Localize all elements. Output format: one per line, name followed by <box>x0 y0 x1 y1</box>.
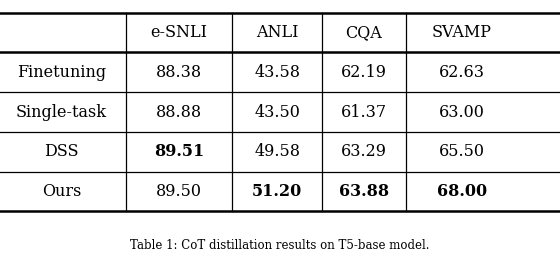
Text: Table 1: CoT distillation results on T5-base model.: Table 1: CoT distillation results on T5-… <box>130 239 430 252</box>
Text: e-SNLI: e-SNLI <box>151 24 208 41</box>
Text: Finetuning: Finetuning <box>17 64 106 81</box>
Text: Single-task: Single-task <box>16 103 107 121</box>
Text: CQA: CQA <box>346 24 382 41</box>
Text: 62.63: 62.63 <box>439 64 485 81</box>
Text: 63.00: 63.00 <box>439 103 485 121</box>
Text: 89.51: 89.51 <box>154 143 204 160</box>
Text: 68.00: 68.00 <box>437 183 487 200</box>
Text: Ours: Ours <box>42 183 81 200</box>
Text: 88.38: 88.38 <box>156 64 202 81</box>
Text: 88.88: 88.88 <box>156 103 202 121</box>
Text: 63.88: 63.88 <box>339 183 389 200</box>
Text: 51.20: 51.20 <box>252 183 302 200</box>
Text: 63.29: 63.29 <box>341 143 387 160</box>
Text: SVAMP: SVAMP <box>432 24 492 41</box>
Text: 49.58: 49.58 <box>254 143 300 160</box>
Text: ANLI: ANLI <box>256 24 298 41</box>
Text: 89.50: 89.50 <box>156 183 202 200</box>
Text: 61.37: 61.37 <box>341 103 387 121</box>
Text: DSS: DSS <box>44 143 79 160</box>
Text: 43.50: 43.50 <box>254 103 300 121</box>
Text: 62.19: 62.19 <box>341 64 387 81</box>
Text: 65.50: 65.50 <box>439 143 485 160</box>
Text: 43.58: 43.58 <box>254 64 300 81</box>
